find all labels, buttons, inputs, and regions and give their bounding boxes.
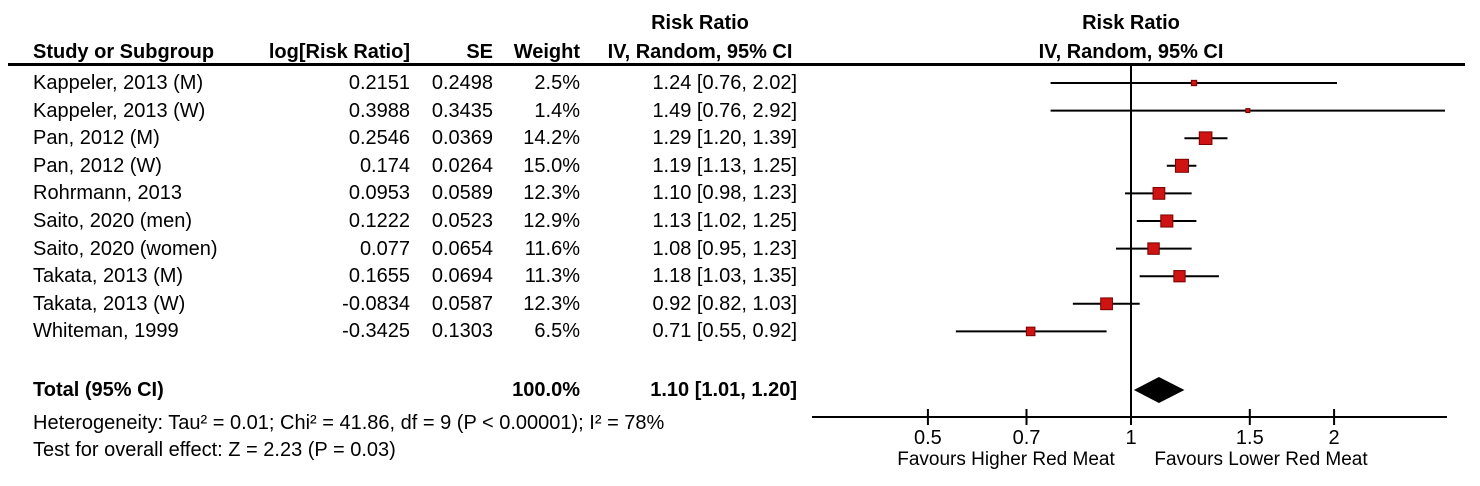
study-point-marker — [1190, 79, 1198, 87]
study-name-cell: Saito, 2020 (women) — [33, 238, 218, 260]
axis-tick-label: 1.5 — [1236, 427, 1264, 449]
se-cell: 0.0654 — [431, 238, 493, 260]
study-point-marker — [1174, 158, 1189, 173]
table-effect-header-line1: Risk Ratio — [651, 12, 749, 34]
study-name-cell: Kappeler, 2013 (M) — [33, 72, 204, 94]
weight-cell: 14.2% — [523, 127, 580, 149]
weight-cell: 12.3% — [523, 293, 580, 315]
se-cell: 0.0694 — [431, 265, 493, 287]
log-rr-cell: 0.1222 — [348, 210, 410, 232]
log-rr-cell: 0.0953 — [348, 182, 410, 204]
weight-cell: 15.0% — [523, 155, 580, 177]
log-rr-cell: -0.3425 — [342, 320, 410, 342]
overall-effect-text: Test for overall effect: Z = 2.23 (P = 0… — [33, 439, 396, 461]
study-point-marker — [1173, 270, 1186, 283]
weight-cell: 1.4% — [534, 100, 580, 122]
study-point-marker — [1025, 326, 1036, 337]
total-label: Total (95% CI) — [33, 379, 164, 401]
ci-text-cell: 1.29 [1.20, 1.39] — [652, 127, 797, 149]
ci-text-cell: 1.24 [0.76, 2.02] — [652, 72, 797, 94]
axis-tick-label: 0.7 — [1013, 427, 1041, 449]
axis-tick-label: 2 — [1329, 427, 1340, 449]
se-cell: 0.0587 — [431, 293, 493, 315]
weight-cell: 12.9% — [523, 210, 580, 232]
total-weight: 100.0% — [512, 379, 580, 401]
weight-cell: 11.3% — [524, 265, 580, 287]
favours-left-label: Favours Higher Red Meat — [897, 449, 1115, 470]
log-rr-cell: 0.077 — [359, 238, 410, 260]
axis-tick-label: 0.5 — [914, 427, 942, 449]
study-name-cell: Takata, 2013 (W) — [33, 293, 186, 315]
total-ci-text: 1.10 [1.01, 1.20] — [650, 379, 797, 401]
table-effect-header-line2: IV, Random, 95% CI — [607, 41, 793, 63]
se-cell: 0.1303 — [431, 320, 493, 342]
study-point-marker — [1245, 108, 1251, 114]
plot-effect-header-line1: Risk Ratio — [1082, 12, 1180, 34]
se-cell: 0.0589 — [431, 182, 493, 204]
ci-text-cell: 0.92 [0.82, 1.03] — [652, 293, 797, 315]
column-header-weight: Weight — [513, 41, 580, 63]
study-point-marker — [1147, 242, 1160, 255]
se-cell: 0.2498 — [431, 72, 493, 94]
ci-text-cell: 1.49 [0.76, 2.92] — [652, 100, 797, 122]
study-name-cell: Pan, 2012 (M) — [33, 127, 160, 149]
study-name-cell: Saito, 2020 (men) — [33, 210, 192, 232]
weight-cell: 11.6% — [524, 238, 580, 260]
study-point-marker — [1152, 187, 1166, 200]
plot-effect-header-line2: IV, Random, 95% CI — [1038, 41, 1224, 63]
ci-text-cell: 1.19 [1.13, 1.25] — [652, 155, 797, 177]
column-header-study: Study or Subgroup — [33, 41, 215, 63]
ci-text-cell: 1.08 [0.95, 1.23] — [652, 238, 797, 260]
se-cell: 0.3435 — [431, 100, 493, 122]
heterogeneity-text: Heterogeneity: Tau² = 0.01; Chi² = 41.86… — [33, 412, 665, 434]
study-point-marker — [1100, 297, 1113, 311]
study-point-marker — [1160, 214, 1174, 228]
log-rr-cell: 0.3988 — [348, 100, 410, 122]
study-name-cell: Rohrmann, 2013 — [33, 182, 182, 204]
ci-text-cell: 1.13 [1.02, 1.25] — [652, 210, 797, 232]
ci-text-cell: 1.10 [0.98, 1.23] — [652, 182, 797, 204]
log-rr-cell: 0.2546 — [348, 127, 410, 149]
weight-cell: 12.3% — [523, 182, 580, 204]
log-rr-cell: 0.1655 — [348, 265, 410, 287]
se-cell: 0.0264 — [431, 155, 493, 177]
study-point-marker — [1198, 131, 1213, 146]
log-rr-cell: -0.0834 — [342, 293, 410, 315]
header-separator-line — [8, 63, 1465, 66]
axis-tick-label: 1 — [1125, 427, 1136, 449]
ci-text-cell: 0.71 [0.55, 0.92] — [652, 320, 797, 342]
favours-right-label: Favours Lower Red Meat — [1154, 449, 1368, 470]
study-name-cell: Pan, 2012 (W) — [33, 155, 162, 177]
ci-text-cell: 1.18 [1.03, 1.35] — [652, 265, 797, 287]
weight-cell: 6.5% — [534, 320, 580, 342]
column-header-se: SE — [466, 41, 493, 63]
study-name-cell: Kappeler, 2013 (W) — [33, 100, 206, 122]
log-rr-cell: 0.174 — [359, 155, 410, 177]
weight-cell: 2.5% — [534, 72, 580, 94]
se-cell: 0.0523 — [431, 210, 493, 232]
study-name-cell: Takata, 2013 (M) — [33, 265, 184, 287]
study-name-cell: Whiteman, 1999 — [33, 320, 179, 342]
log-rr-cell: 0.2151 — [348, 72, 410, 94]
se-cell: 0.0369 — [431, 127, 493, 149]
column-header-log-risk-ratio: log[Risk Ratio] — [268, 41, 410, 63]
summary-diamond — [1133, 377, 1185, 403]
